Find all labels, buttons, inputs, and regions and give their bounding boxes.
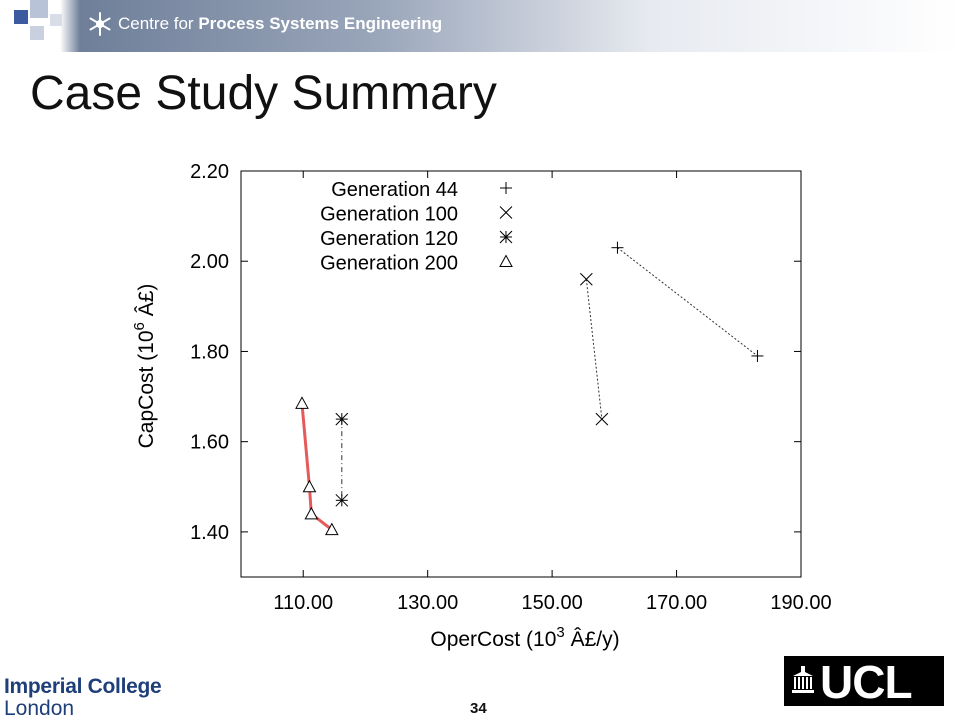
- data-point-s1-p1: [595, 412, 609, 426]
- y-tick-label: 2.00: [190, 251, 229, 273]
- y-tick-label: 2.20: [190, 161, 229, 183]
- y-tick-label: 1.80: [190, 341, 229, 363]
- legend-marker: [499, 230, 513, 244]
- ucl-logo-text: UCL: [820, 656, 913, 708]
- series-line-3: [300, 403, 333, 531]
- data-point-s2-p0: [335, 412, 349, 426]
- header-square-4: [50, 14, 62, 26]
- header-square-2: [30, 0, 48, 18]
- data-point-s3-p3: [325, 522, 339, 536]
- x-tick-label: 130.00: [397, 592, 458, 614]
- legend-label: Generation 100: [320, 204, 458, 226]
- page-number: 34: [470, 700, 487, 717]
- plot-frame: [240, 170, 802, 578]
- y-tick-label: 1.60: [190, 432, 229, 454]
- ucl-logo: UCL: [784, 656, 944, 708]
- legend-marker: [499, 206, 513, 219]
- x-axis-label: OperCost (103 Â£/y): [430, 624, 619, 651]
- data-point-s0-p1: [751, 349, 764, 362]
- series-line-0: [617, 247, 758, 357]
- legend-label: Generation 44: [331, 179, 458, 201]
- y-axis-label: CapCost (106 Â£): [131, 284, 158, 449]
- header-band: [0, 0, 960, 52]
- x-tick-label: 170.00: [646, 592, 707, 614]
- header-square-3: [30, 26, 44, 40]
- x-tick-label: 110.00: [273, 592, 333, 614]
- legend-label: Generation 200: [320, 253, 458, 275]
- data-point-s2-p1: [335, 493, 349, 507]
- legend-marker: [499, 254, 513, 267]
- x-tick-label: 150.00: [522, 592, 583, 614]
- imperial-logo-line2: London: [4, 697, 75, 720]
- legend-marker: [500, 182, 512, 194]
- snowflake-icon: [89, 12, 111, 36]
- slide-title: Case Study Summary: [30, 67, 497, 120]
- legend-label: Generation 120: [320, 228, 458, 250]
- imperial-logo-line1: Imperial College: [4, 675, 162, 698]
- y-tick-label: 1.40: [190, 522, 229, 544]
- x-tick-label: 190.00: [770, 592, 831, 614]
- series-line-1: [585, 279, 603, 420]
- data-point-s3-p0: [295, 396, 309, 409]
- data-point-s1-p0: [579, 272, 593, 286]
- data-point-s0-p0: [611, 241, 624, 254]
- data-point-s3-p2: [304, 506, 319, 520]
- imperial-college-logo: Imperial College London: [4, 675, 162, 720]
- header-org-name: Centre for Process Systems Engineering: [118, 14, 443, 33]
- ucl-portico-icon: [792, 666, 814, 693]
- header-square-1: [14, 10, 28, 24]
- data-point-s3-p1: [302, 479, 317, 493]
